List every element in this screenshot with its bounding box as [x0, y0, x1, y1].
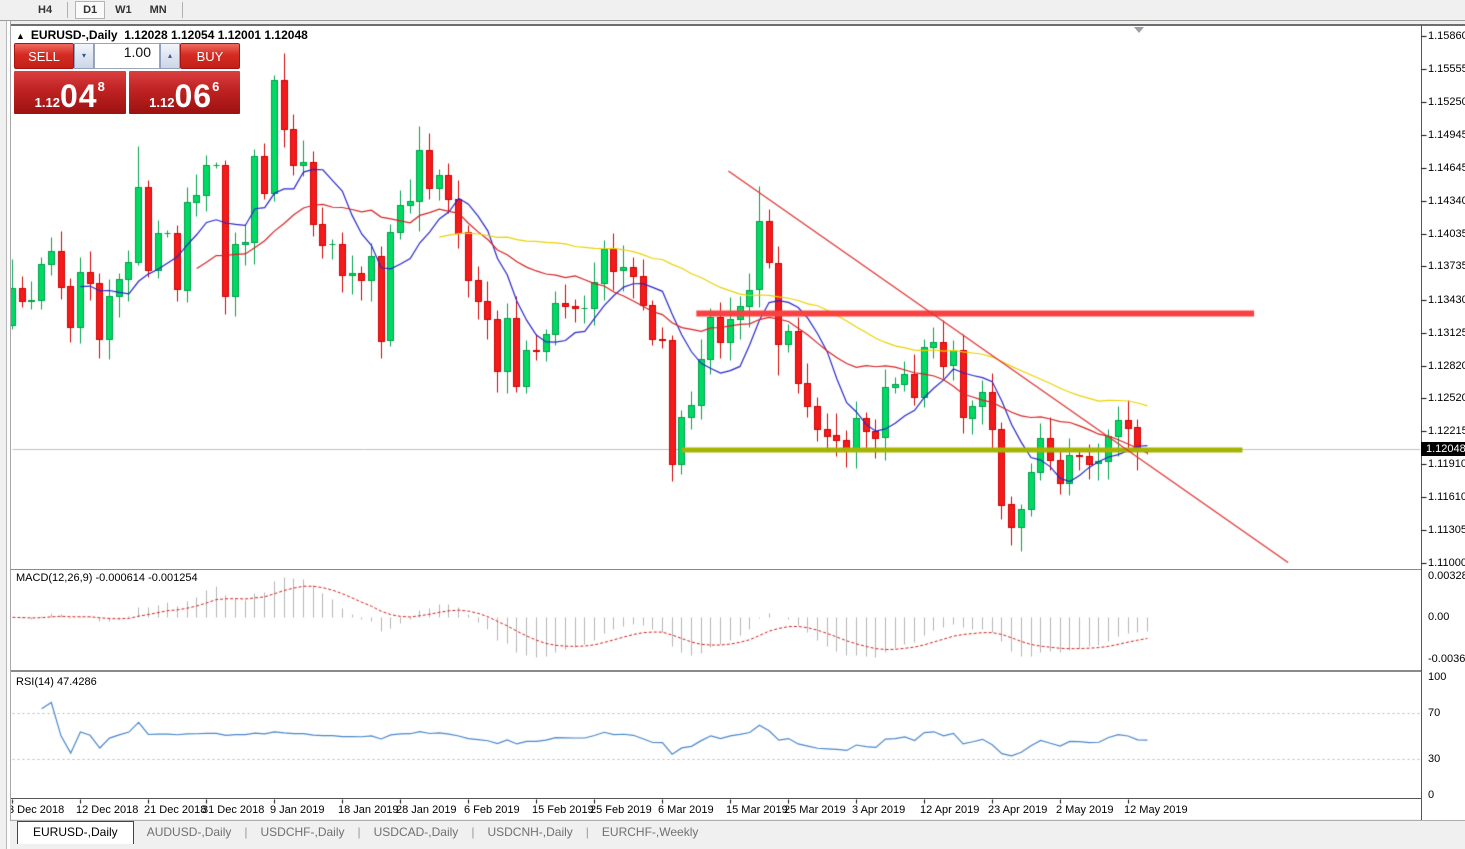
- date-tick-label: 18 Jan 2019: [338, 804, 399, 816]
- sell-price-big: 04: [59, 78, 98, 114]
- date-tick-label: 2 May 2019: [1056, 804, 1114, 816]
- date-tick-label: 3 Apr 2019: [852, 804, 906, 816]
- chart-tab-usdcnh-daily[interactable]: USDCNH-,Daily: [487, 825, 573, 839]
- price-tick-label: 1.15555: [1428, 63, 1465, 75]
- buy-price-tile[interactable]: 1.12 06 6: [128, 71, 240, 114]
- price-tick-label: 1.14035: [1428, 228, 1465, 240]
- date-tick-label: 6 Feb 2019: [464, 804, 520, 816]
- chart-tab-usdcad-daily[interactable]: USDCAD-,Daily: [373, 825, 459, 839]
- price-tick-label: 1.14340: [1428, 195, 1465, 207]
- chart-tab-usdchf-daily[interactable]: USDCHF-,Daily: [260, 825, 345, 839]
- date-tick-label: 15 Mar 2019: [726, 804, 788, 816]
- date-tick-label: 25 Mar 2019: [784, 804, 846, 816]
- toolbar-separator-2: [181, 2, 183, 18]
- price-tick-label: 1.12820: [1428, 360, 1465, 372]
- price-tick-label: 1.13430: [1428, 294, 1465, 306]
- chart-tab-eurchf-weekly[interactable]: EURCHF-,Weekly: [601, 825, 699, 839]
- tab-divider: |: [471, 825, 475, 839]
- date-tick-label: 6 Mar 2019: [658, 804, 714, 816]
- chart-tab-audusd-daily[interactable]: AUDUSD-,Daily: [146, 825, 232, 839]
- date-tick-label: 31 Dec 2018: [202, 804, 265, 816]
- price-tick-label: 1.11000: [1428, 557, 1465, 569]
- chart-tab-eurusd-daily[interactable]: EURUSD-,Daily: [17, 821, 134, 844]
- toolbar-separator: [67, 2, 69, 18]
- price-tick-label: 1.14945: [1428, 129, 1465, 141]
- price-tick-label: 1.11910: [1428, 458, 1465, 470]
- rsi-axis-label: 70: [1428, 706, 1441, 719]
- panel-collapse-icon[interactable]: ▲: [16, 31, 25, 41]
- price-tick-label: 1.12215: [1428, 425, 1465, 437]
- price-tick-label: 1.13125: [1428, 327, 1465, 339]
- chart-ohlc-values: 1.12028 1.12054 1.12001 1.12048: [124, 28, 308, 42]
- rsi-axis-label: 30: [1428, 753, 1441, 766]
- timeframe-button-mn[interactable]: MN: [149, 4, 167, 16]
- timeframe-toolbar: H4 D1 W1 MN: [0, 0, 1465, 21]
- macd-axis-label: -0.00365: [1428, 653, 1465, 665]
- window-left-edge: [0, 20, 11, 849]
- tab-divider: |: [357, 825, 361, 839]
- date-tick-label: 12 May 2019: [1124, 804, 1188, 816]
- price-tick-label: 1.11305: [1428, 524, 1465, 536]
- date-tick-label: 3 Dec 2018: [8, 804, 65, 816]
- buy-price-pip: 6: [212, 79, 220, 94]
- date-tick-label: 23 Apr 2019: [988, 804, 1048, 816]
- date-tick-label: 15 Feb 2019: [532, 804, 594, 816]
- macd-indicator-label: MACD(12,26,9) -0.000614 -0.001254: [16, 572, 198, 584]
- price-tick-label: 1.15250: [1428, 96, 1465, 108]
- tab-divider: |: [585, 825, 589, 839]
- macd-axis-label: 0.00: [1428, 611, 1450, 623]
- sell-price-pip: 8: [97, 79, 105, 94]
- sell-price-prefix: 1.12: [34, 95, 60, 110]
- rsi-axis-label: 0: [1428, 789, 1435, 801]
- price-tick-label: 1.12520: [1428, 392, 1465, 404]
- macd-axis-label: 0.003287: [1428, 570, 1465, 582]
- price-tick-label: 1.11610: [1428, 491, 1465, 503]
- chart-title: ▲ EURUSD-,Daily 1.12028 1.12054 1.12001 1…: [16, 28, 308, 42]
- sell-price-tile[interactable]: 1.12 04 8: [14, 71, 126, 114]
- date-tick-label: 25 Feb 2019: [590, 804, 652, 816]
- date-tick-label: 28 Jan 2019: [396, 804, 457, 816]
- timeframe-button-h4[interactable]: H4: [38, 4, 53, 16]
- tab-divider: |: [244, 825, 248, 839]
- chart-shift-marker-icon[interactable]: [1134, 27, 1144, 33]
- price-tick-label: 1.13735: [1428, 260, 1465, 272]
- date-tick-label: 12 Dec 2018: [76, 804, 139, 816]
- rsi-axis-label: 100: [1428, 671, 1447, 683]
- sell-button[interactable]: SELL: [14, 43, 74, 69]
- volume-input[interactable]: 1.00: [94, 43, 160, 69]
- timeframe-button-d1[interactable]: D1: [75, 1, 106, 19]
- price-tick-label: 1.15860: [1428, 30, 1465, 42]
- rsi-indicator-label: RSI(14) 47.4286: [16, 676, 97, 688]
- one-click-trading-panel: SELL ▾ 1.00 ▴ BUY 1.12 04 8 1.12 06 6: [14, 43, 240, 114]
- date-tick-label: 12 Apr 2019: [920, 804, 980, 816]
- timeframe-button-w1[interactable]: W1: [115, 4, 132, 16]
- volume-increase-button[interactable]: ▴: [160, 43, 180, 69]
- current-price-tag: 1.12048: [1421, 442, 1465, 456]
- date-tick-label: 9 Jan 2019: [270, 804, 325, 816]
- volume-decrease-button[interactable]: ▾: [74, 43, 94, 69]
- chart-tab-bar: EURUSD-,Daily AUDUSD-,Daily | USDCHF-,Daily…: [10, 820, 1465, 849]
- buy-button[interactable]: BUY: [180, 43, 240, 69]
- chart-symbol-label: EURUSD-,Daily: [30, 28, 118, 42]
- date-tick-label: 21 Dec 2018: [144, 804, 207, 816]
- buy-price-prefix: 1.12: [149, 95, 175, 110]
- price-tick-label: 1.14645: [1428, 162, 1465, 174]
- buy-price-big: 06: [174, 78, 213, 114]
